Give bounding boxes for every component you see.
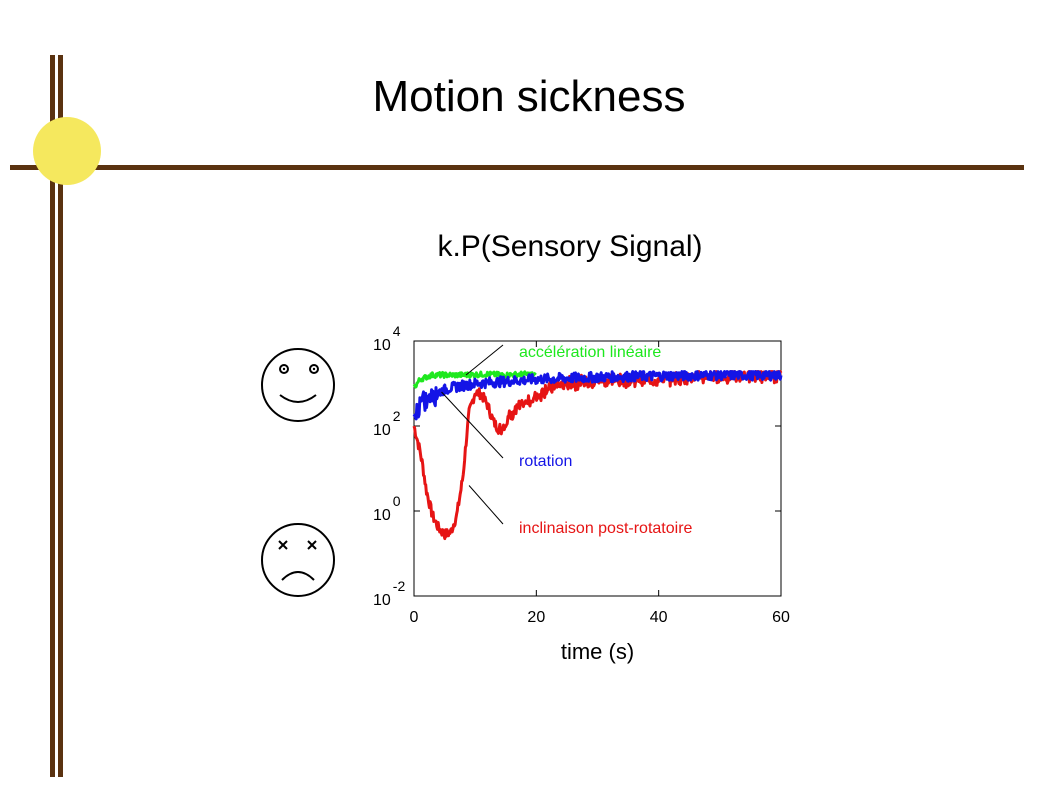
series-line-0	[412, 370, 537, 389]
x-tick-label: 40	[650, 609, 668, 626]
y-tick-label: 100	[373, 493, 401, 524]
plot-frame	[413, 340, 782, 597]
annotation-leader-line	[441, 391, 504, 459]
annotation-leader-line	[465, 344, 504, 376]
annotation-leader-line	[468, 485, 504, 525]
x-axis-label: time (s)	[561, 639, 634, 664]
x-tick-label: 60	[772, 609, 790, 626]
x-tick-label: 20	[527, 609, 545, 626]
y-tick-label: 104	[373, 323, 401, 354]
annotation-label: rotation	[519, 453, 572, 470]
x-tick-label: 0	[410, 609, 419, 626]
decor-horizontal-bar	[10, 165, 1024, 170]
slide-subtitle: k.P(Sensory Signal)	[437, 230, 703, 263]
slide-title: Motion sickness	[372, 72, 686, 121]
smiley-face-icon	[261, 348, 335, 422]
y-tick-label: 10-2	[373, 578, 405, 609]
decor-vertical-bar-right	[58, 55, 63, 777]
series-line-1	[412, 370, 783, 421]
annotation-label: inclinaison post-rotatoire	[519, 520, 693, 537]
annotation-label: accélération linéaire	[519, 344, 661, 361]
y-tick-label: 102	[373, 408, 401, 439]
decor-dot	[33, 117, 101, 185]
sick-face-icon	[261, 523, 335, 597]
decor-vertical-bar-left	[50, 55, 55, 777]
series-line-2	[412, 370, 783, 541]
